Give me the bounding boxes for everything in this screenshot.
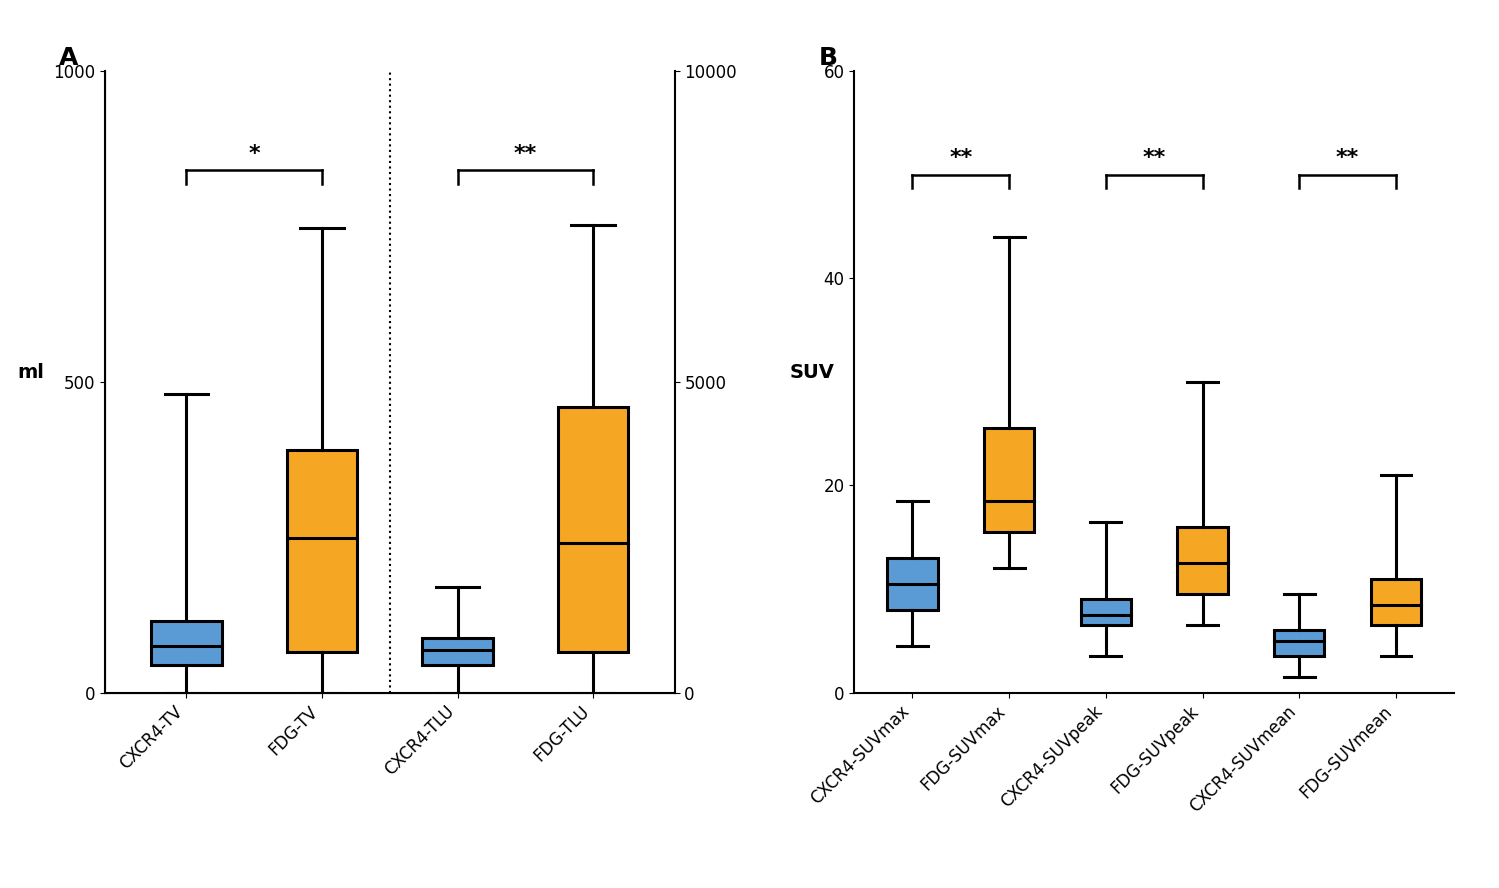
Bar <box>286 450 357 652</box>
Text: **: ** <box>1142 148 1166 169</box>
Bar <box>1177 527 1228 594</box>
Bar <box>887 558 937 610</box>
Text: *: * <box>249 144 259 164</box>
Bar <box>983 429 1034 532</box>
Text: A: A <box>60 46 79 70</box>
Bar <box>423 638 493 664</box>
Bar <box>1081 599 1132 625</box>
Text: **: ** <box>949 148 973 169</box>
Y-axis label: ml: ml <box>18 363 45 382</box>
Bar <box>558 407 628 652</box>
Bar <box>1372 579 1421 625</box>
Text: **: ** <box>1336 148 1360 169</box>
Text: B: B <box>818 46 838 70</box>
Y-axis label: SUV: SUV <box>790 363 835 382</box>
Text: **: ** <box>514 144 537 164</box>
Bar <box>151 622 222 664</box>
Bar <box>1274 630 1325 656</box>
